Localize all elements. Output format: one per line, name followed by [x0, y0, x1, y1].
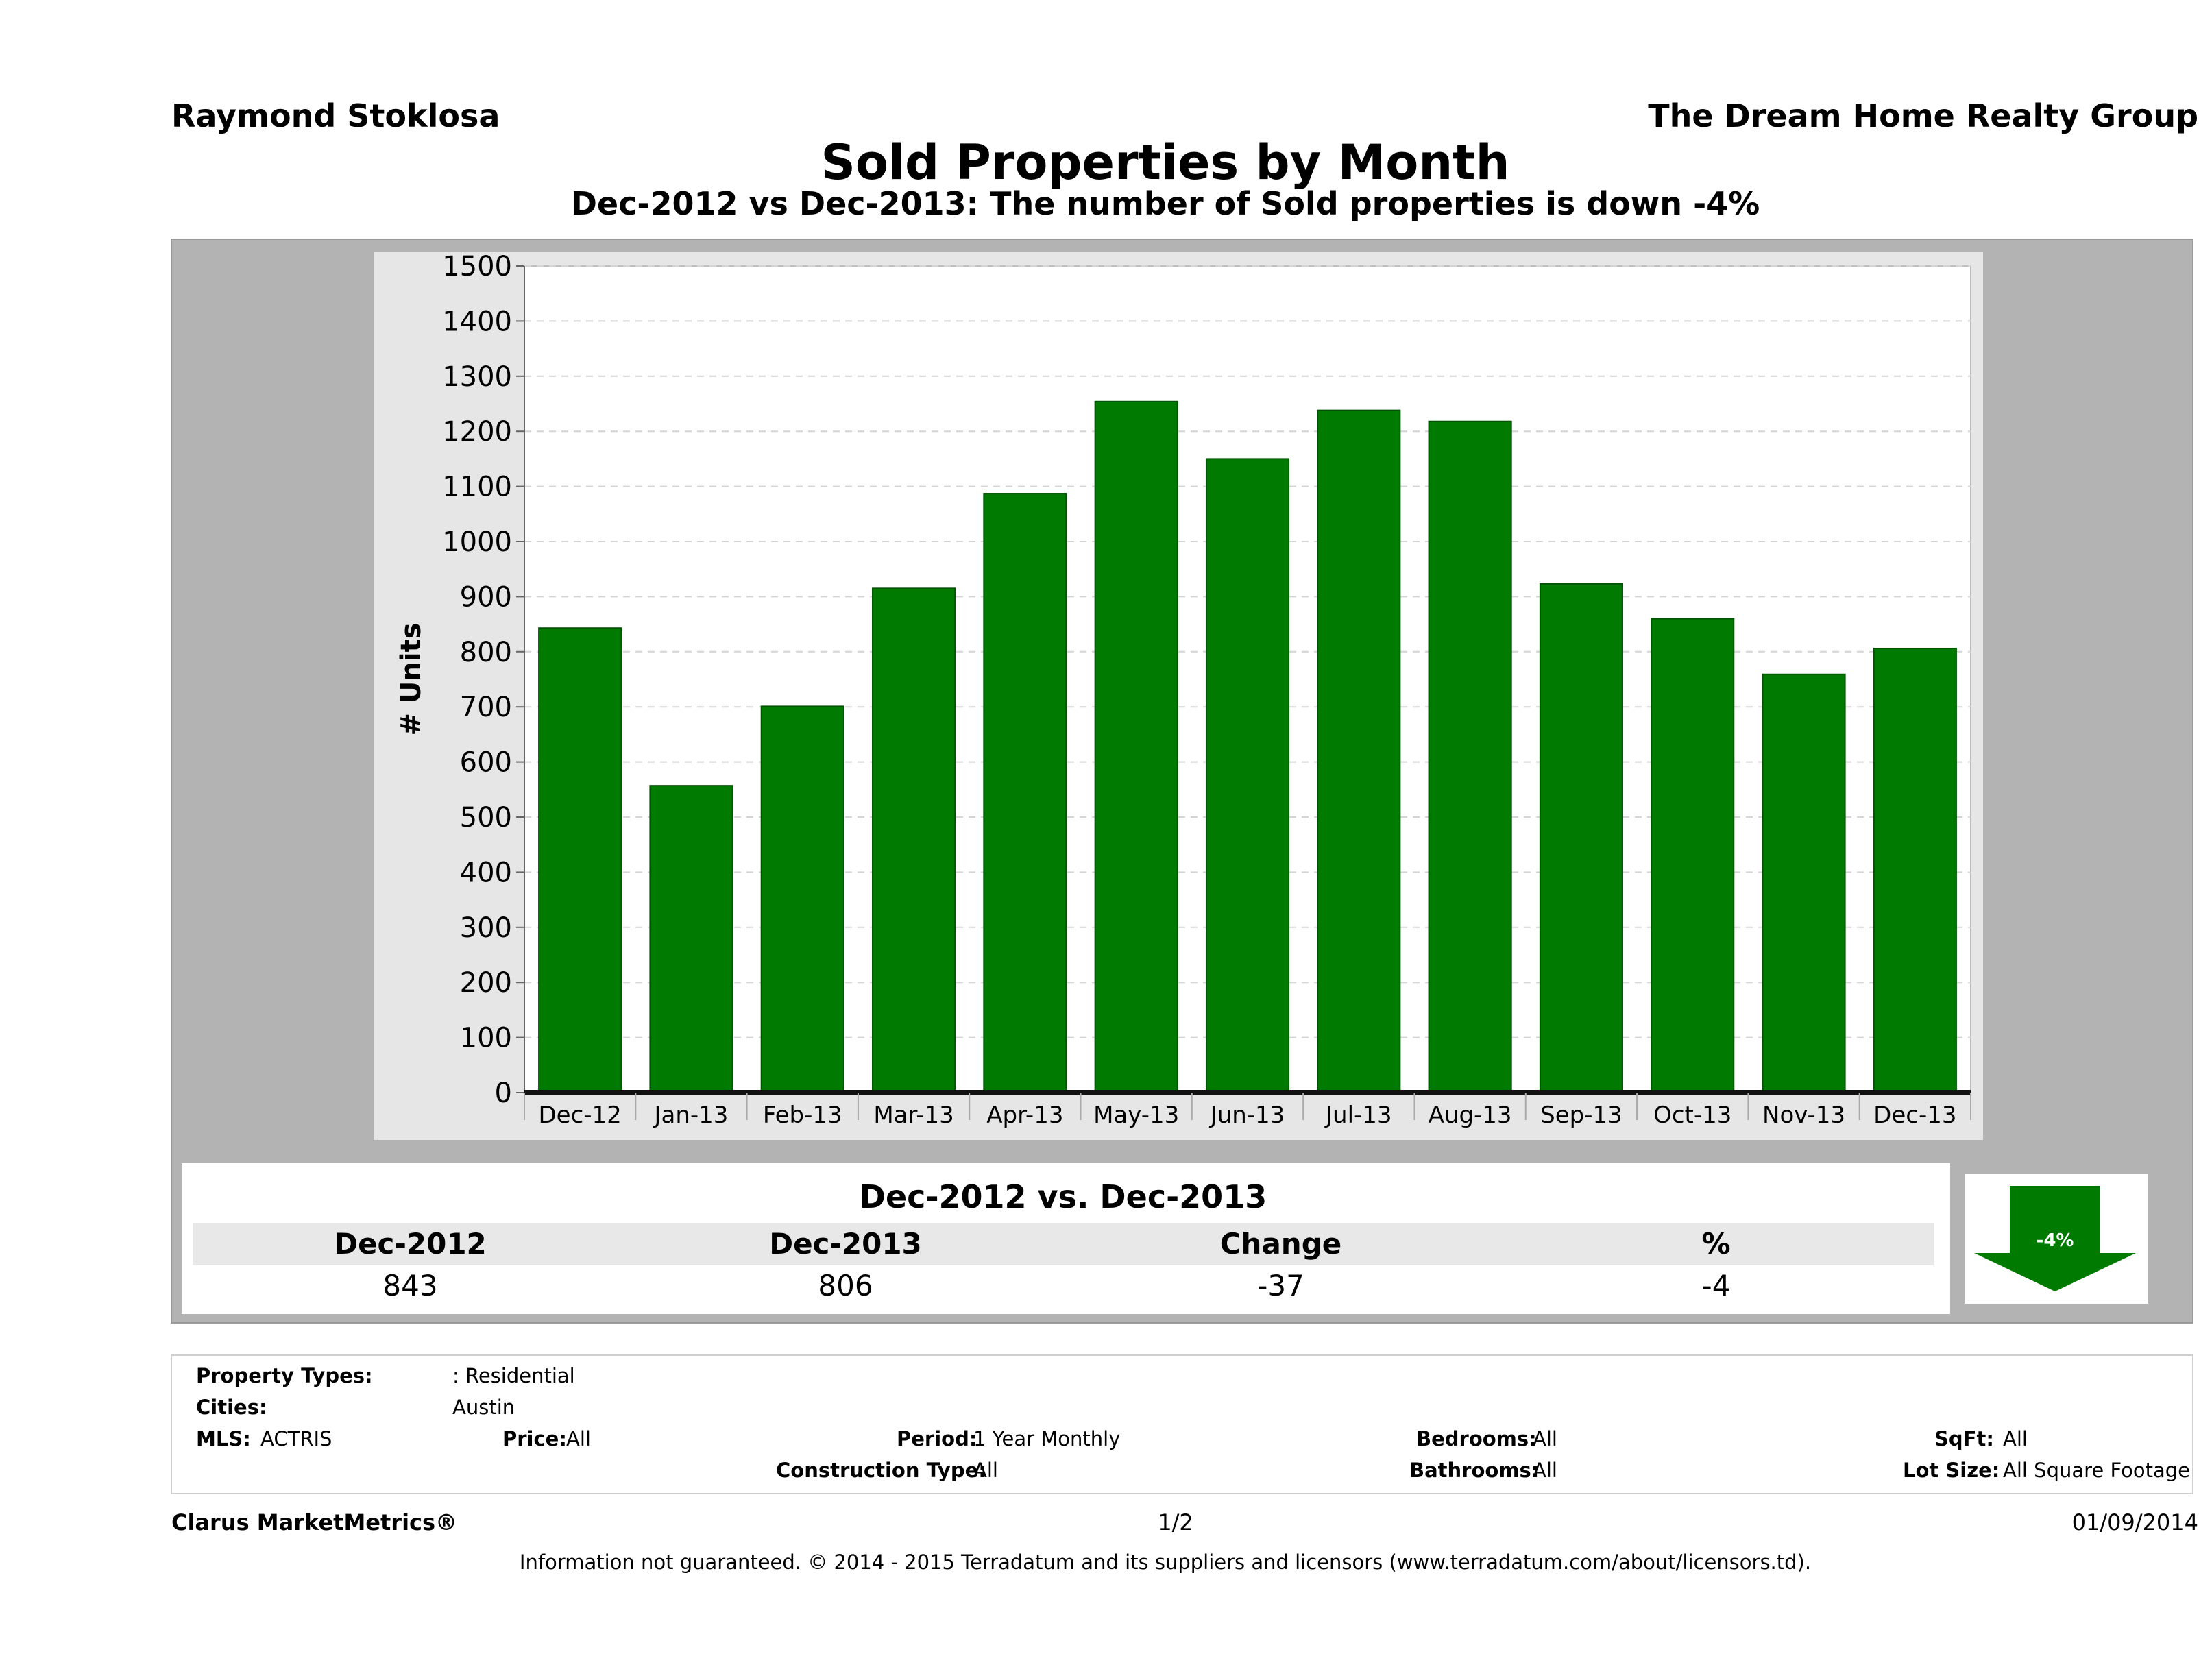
y-tick-label: 1100: [442, 472, 512, 503]
x-tick-label: Mar-13: [873, 1102, 954, 1129]
summary-header-prev: Dec-2012: [334, 1227, 487, 1261]
y-tick-label: 1500: [442, 252, 512, 282]
property-types-value: : Residential: [452, 1364, 575, 1387]
property-types-label: Property Types:: [196, 1364, 373, 1387]
y-tick-label: 400: [460, 857, 512, 888]
y-axis-label: # Units: [396, 622, 427, 735]
bar: [872, 587, 956, 1093]
x-tick-label: Nov-13: [1762, 1102, 1845, 1129]
y-tick-label: 800: [460, 637, 512, 668]
y-tick-label: 300: [460, 912, 512, 944]
period-value: 1 Year Monthly: [973, 1427, 1121, 1450]
bar: [1873, 647, 1957, 1093]
x-tick-label: Jul-13: [1324, 1102, 1392, 1129]
y-tick-label: 600: [460, 747, 512, 779]
report-date: 01/09/2014: [2071, 1509, 2198, 1535]
x-tick-label: May-13: [1093, 1102, 1179, 1129]
x-tick-label: Sep-13: [1540, 1102, 1622, 1129]
bar: [1205, 458, 1290, 1093]
y-tick-label: 0: [495, 1078, 512, 1109]
y-tick-label: 700: [460, 692, 512, 723]
mls-label: MLS:: [196, 1427, 251, 1450]
sqft-value: All: [2003, 1427, 2028, 1450]
disclaimer: Information not guaranteed. © 2014 - 201…: [519, 1551, 1812, 1574]
construction-type-label: Construction Type:: [776, 1459, 986, 1482]
bar-chart: 0 100 200 300 400 500 600 700 800 900 1000 1100 1200…: [396, 252, 1971, 1129]
summary-value-change: -37: [1257, 1269, 1304, 1302]
y-tick-label: 1400: [442, 306, 512, 337]
sqft-label: SqFt:: [1934, 1427, 1994, 1450]
brand-name: Clarus MarketMetrics®: [171, 1509, 458, 1535]
lot-size-value: All Square Footage: [2003, 1459, 2191, 1482]
agent-name: Raymond Stoklosa: [171, 97, 500, 134]
x-tick-label: Jan-13: [653, 1102, 728, 1129]
period-label: Period:: [897, 1427, 977, 1450]
trend-arrow-label: -4%: [2037, 1230, 2074, 1251]
price-label: Price:: [502, 1427, 567, 1450]
x-tick-label: Jun-13: [1209, 1102, 1285, 1129]
page-number: 1/2: [1158, 1509, 1193, 1535]
summary-header-row: Dec-2012 Dec-2013 Change %: [193, 1223, 1934, 1265]
x-tick-label: Dec-13: [1873, 1102, 1956, 1129]
summary-value-percent: -4: [1701, 1269, 1731, 1302]
bar: [1317, 409, 1401, 1093]
y-tick-label: 1200: [442, 416, 512, 448]
summary-value-curr: 806: [818, 1269, 873, 1302]
x-tick-label: Oct-13: [1653, 1102, 1731, 1129]
mls-value: ACTRIS: [260, 1427, 332, 1450]
price-value: All: [566, 1427, 591, 1450]
y-tick-label: 500: [460, 802, 512, 834]
report-title: Sold Properties by Month: [821, 134, 1510, 191]
y-tick-label: 200: [460, 967, 512, 999]
cities-value: Austin: [452, 1396, 515, 1419]
bar: [760, 705, 844, 1093]
bar: [1762, 673, 1846, 1093]
bathrooms-value: All: [1533, 1459, 1557, 1482]
x-tick-label: Apr-13: [986, 1102, 1063, 1129]
summary-values-row: 843 806 -37 -4: [193, 1267, 1934, 1305]
down-arrow-icon: -4%: [1974, 1186, 2136, 1291]
bar: [649, 785, 733, 1093]
bar: [1428, 420, 1512, 1093]
bedrooms-label: Bedrooms:: [1416, 1427, 1537, 1450]
y-tick-label: 100: [460, 1023, 512, 1054]
construction-type-value: All: [973, 1459, 998, 1482]
x-tick-label: Feb-13: [763, 1102, 842, 1129]
cities-label: Cities:: [196, 1396, 267, 1419]
bar: [1539, 583, 1623, 1093]
bar: [983, 493, 1067, 1093]
y-tick-label: 1000: [442, 526, 512, 558]
trend-arrow-box: -4%: [1965, 1174, 2148, 1304]
x-tick-label: Dec-12: [538, 1102, 621, 1129]
lot-size-label: Lot Size:: [1903, 1459, 2000, 1482]
bar: [1094, 400, 1178, 1093]
x-tick-label: Aug-13: [1429, 1102, 1512, 1129]
summary-title: Dec-2012 vs. Dec-2013: [193, 1174, 1934, 1220]
company-name: The Dream Home Realty Group: [1648, 97, 2198, 134]
y-tick-label: 1300: [442, 361, 512, 393]
bedrooms-value: All: [1533, 1427, 1557, 1450]
bar: [1651, 618, 1735, 1093]
summary-header-percent: %: [1701, 1227, 1731, 1261]
y-tick-label: 900: [460, 581, 512, 613]
bathrooms-label: Bathrooms:: [1409, 1459, 1540, 1482]
summary-header-curr: Dec-2013: [769, 1227, 922, 1261]
filters-panel: [171, 1354, 2193, 1494]
bar: [538, 627, 622, 1093]
summary-value-prev: 843: [382, 1269, 438, 1302]
report-subtitle: Dec-2012 vs Dec-2013: The number of Sold…: [570, 185, 1760, 222]
summary-header-change: Change: [1219, 1227, 1342, 1261]
